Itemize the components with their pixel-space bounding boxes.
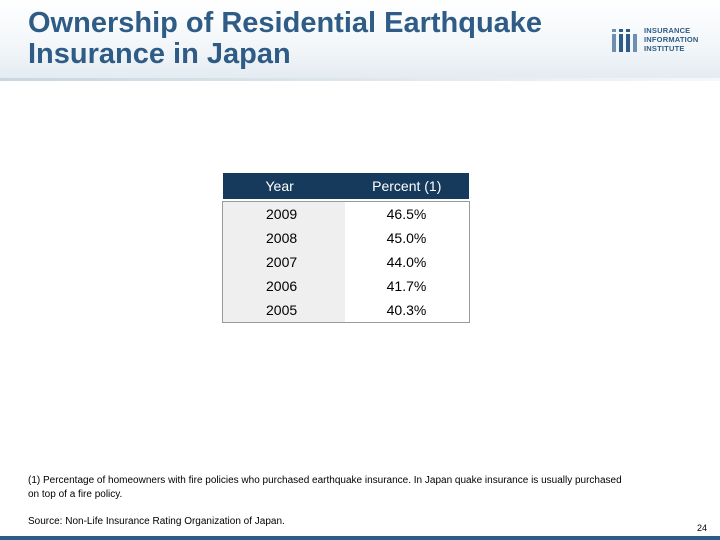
footnote: (1) Percentage of homeowners with fire p…	[28, 475, 622, 500]
header-year: Year	[222, 173, 345, 199]
iii-logo-text: INSURANCE INFORMATION INSTITUTE	[644, 26, 699, 53]
logo-line-2: INFORMATION	[644, 35, 699, 44]
cell-year: 2006	[222, 274, 345, 298]
header-divider	[0, 78, 720, 81]
cell-year: 2008	[222, 226, 345, 250]
iii-logo: INSURANCE INFORMATION INSTITUTE	[612, 26, 712, 56]
ownership-table: Year Percent (1) 2009 46.5% 2008 45.0% 2…	[222, 173, 470, 323]
slide-title: Ownership of Residential Earthquake Insu…	[28, 7, 543, 70]
header-spacer	[222, 199, 469, 202]
page-number: 24	[697, 523, 708, 533]
bottom-bar	[0, 536, 720, 540]
table-header-row: Year Percent (1)	[222, 173, 469, 199]
cell-percent: 44.0%	[344, 250, 469, 274]
cell-percent: 41.7%	[344, 274, 469, 298]
header-band	[0, 0, 720, 80]
table-body: 2009 46.5% 2008 45.0% 2007 44.0% 2006 41…	[222, 201, 469, 323]
cell-percent: 40.3%	[344, 298, 469, 323]
cell-year: 2009	[222, 201, 345, 226]
logo-line-1: INSURANCE	[644, 26, 691, 35]
table-row: 2008 45.0%	[222, 226, 469, 250]
cell-percent: 45.0%	[344, 226, 469, 250]
table-row: 2009 46.5%	[222, 201, 469, 226]
cell-year: 2007	[222, 250, 345, 274]
header-percent: Percent (1)	[344, 173, 469, 199]
cell-percent: 46.5%	[344, 201, 469, 226]
table-row: 2006 41.7%	[222, 274, 469, 298]
source-note: Source: Non-Life Insurance Rating Organi…	[28, 516, 285, 527]
cell-year: 2005	[222, 298, 345, 323]
table-row: 2005 40.3%	[222, 298, 469, 323]
iii-logo-icon	[612, 29, 637, 52]
table-row: 2007 44.0%	[222, 250, 469, 274]
logo-line-3: INSTITUTE	[644, 44, 685, 53]
